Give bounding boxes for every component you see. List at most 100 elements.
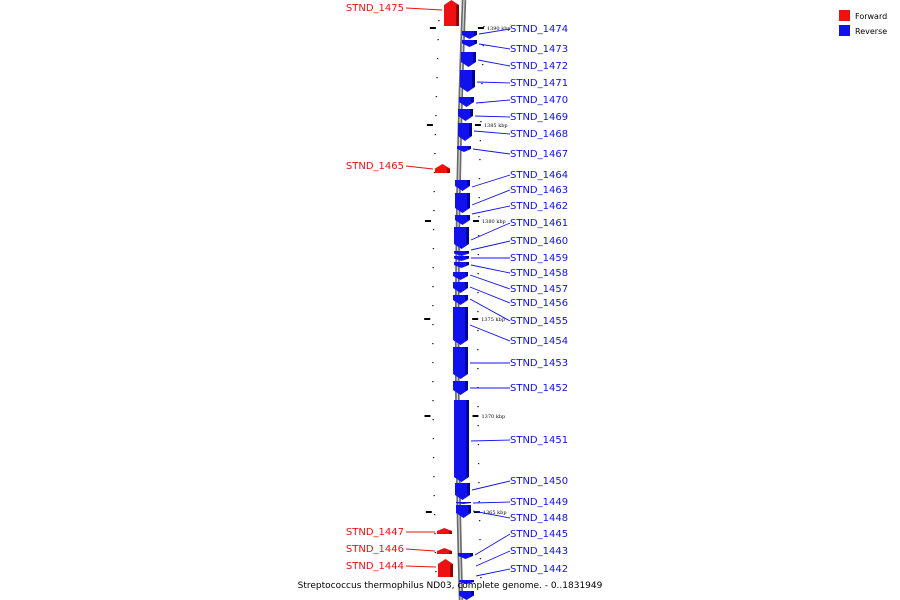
gene-block[interactable] xyxy=(453,282,468,293)
gene-label-stnd-1471[interactable]: STND_1471 xyxy=(510,78,568,89)
gene-feature-stnd-1468[interactable] xyxy=(458,123,472,141)
gene-block[interactable] xyxy=(454,227,469,249)
gene-block[interactable] xyxy=(460,70,475,92)
gene-label-stnd-1467[interactable]: STND_1467 xyxy=(510,149,568,160)
gene-block[interactable] xyxy=(437,548,452,554)
gene-feature-stnd-1470[interactable] xyxy=(459,97,474,107)
gene-block[interactable] xyxy=(455,193,470,213)
gene-label-stnd-1464[interactable]: STND_1464 xyxy=(510,170,568,181)
gene-label-stnd-1451[interactable]: STND_1451 xyxy=(510,435,568,446)
gene-feature-stnd-1444[interactable] xyxy=(438,559,453,577)
gene-feature-stnd-1455[interactable] xyxy=(453,295,468,305)
gene-label-stnd-1457[interactable]: STND_1457 xyxy=(510,284,568,295)
gene-feature-stnd-1465[interactable] xyxy=(435,164,450,173)
gene-label-stnd-1446[interactable]: STND_1446 xyxy=(346,544,404,555)
gene-block[interactable] xyxy=(455,215,470,225)
gene-label-stnd-1459[interactable]: STND_1459 xyxy=(510,253,568,264)
gene-label-stnd-1445[interactable]: STND_1445 xyxy=(510,529,568,540)
gene-label-stnd-1462[interactable]: STND_1462 xyxy=(510,201,568,212)
gene-feature-stnd-1460[interactable] xyxy=(454,251,469,256)
gene-label-stnd-1444[interactable]: STND_1444 xyxy=(346,561,404,572)
gene-block[interactable] xyxy=(455,483,470,500)
gene-block[interactable] xyxy=(454,262,469,268)
gene-label-stnd-1470[interactable]: STND_1470 xyxy=(510,95,568,106)
gene-label-stnd-1460[interactable]: STND_1460 xyxy=(510,236,568,247)
gene-block[interactable] xyxy=(456,505,471,518)
gene-label-stnd-1449[interactable]: STND_1449 xyxy=(510,497,568,508)
gene-feature-stnd-1464[interactable] xyxy=(455,180,470,191)
gene-block[interactable] xyxy=(453,381,468,395)
gene-feature-stnd-1443[interactable] xyxy=(459,580,474,584)
gene-block[interactable] xyxy=(453,307,468,345)
gene-label-stnd-1447[interactable]: STND_1447 xyxy=(346,527,404,538)
gene-block[interactable] xyxy=(457,146,471,152)
gene-feature-stnd-1463[interactable] xyxy=(455,193,470,213)
gene-feature-stnd-1442[interactable] xyxy=(459,591,474,600)
gene-block[interactable] xyxy=(459,97,474,107)
gene-block[interactable] xyxy=(453,295,468,305)
gene-label-stnd-1450[interactable]: STND_1450 xyxy=(510,476,568,487)
gene-block[interactable] xyxy=(458,109,473,121)
gene-feature-stnd-1456[interactable] xyxy=(453,282,468,293)
label-leader-line xyxy=(478,43,511,50)
gene-label-stnd-1475[interactable]: STND_1475 xyxy=(346,3,404,14)
gene-label-stnd-1455[interactable]: STND_1455 xyxy=(510,316,568,327)
gene-feature-stnd-1471[interactable] xyxy=(460,70,475,92)
gene-label-stnd-1469[interactable]: STND_1469 xyxy=(510,112,568,123)
gene-block[interactable] xyxy=(461,52,476,67)
gene-block[interactable] xyxy=(454,256,469,261)
gene-feature-stnd-1449[interactable] xyxy=(456,502,471,504)
gene-block[interactable] xyxy=(462,31,477,39)
gene-label-stnd-1448[interactable]: STND_1448 xyxy=(510,513,568,524)
gene-feature-stnd-1450[interactable] xyxy=(455,483,470,500)
gene-label-stnd-1465[interactable]: STND_1465 xyxy=(346,161,404,172)
gene-block[interactable] xyxy=(437,528,452,534)
gene-feature-stnd-1467[interactable] xyxy=(457,146,471,152)
gene-feature-stnd-1461[interactable] xyxy=(454,227,469,249)
gene-block[interactable] xyxy=(454,400,469,482)
gene-block[interactable] xyxy=(458,123,472,141)
gene-feature-stnd-1472[interactable] xyxy=(461,52,476,67)
gene-feature-stnd-1462[interactable] xyxy=(455,215,470,225)
gene-block[interactable] xyxy=(444,0,459,26)
gene-feature-stnd-1474[interactable] xyxy=(462,31,477,39)
gene-block[interactable] xyxy=(435,164,450,173)
gene-block[interactable] xyxy=(455,180,470,191)
gene-feature-stnd-1454[interactable] xyxy=(453,307,468,345)
gene-label-stnd-1473[interactable]: STND_1473 xyxy=(510,44,568,55)
gene-label-stnd-1463[interactable]: STND_1463 xyxy=(510,185,568,196)
gene-block[interactable] xyxy=(459,580,474,584)
gene-block[interactable] xyxy=(462,40,477,47)
gene-block[interactable] xyxy=(459,591,474,600)
gene-feature-stnd-1447[interactable] xyxy=(437,528,452,534)
gene-label-stnd-1458[interactable]: STND_1458 xyxy=(510,268,568,279)
gene-feature-stnd-1452[interactable] xyxy=(453,381,468,395)
gene-feature-stnd-1469[interactable] xyxy=(458,109,473,121)
gene-label-stnd-1461[interactable]: STND_1461 xyxy=(510,218,568,229)
gene-label-stnd-1468[interactable]: STND_1468 xyxy=(510,129,568,140)
gene-feature-stnd-1448[interactable] xyxy=(456,505,471,518)
gene-block[interactable] xyxy=(456,502,471,504)
gene-feature-stnd-1458[interactable] xyxy=(454,262,469,268)
gene-feature-stnd-1459[interactable] xyxy=(454,256,469,261)
gene-label-stnd-1472[interactable]: STND_1472 xyxy=(510,61,568,72)
gene-block[interactable] xyxy=(438,559,453,577)
gene-label-stnd-1443[interactable]: STND_1443 xyxy=(510,546,568,557)
gene-feature-stnd-1445[interactable] xyxy=(458,553,473,559)
gene-label-stnd-1452[interactable]: STND_1452 xyxy=(510,383,568,394)
gene-feature-stnd-1451[interactable] xyxy=(454,400,469,482)
gene-feature-stnd-1473[interactable] xyxy=(462,40,477,47)
gene-label-stnd-1453[interactable]: STND_1453 xyxy=(510,358,568,369)
gene-label-stnd-1456[interactable]: STND_1456 xyxy=(510,298,568,309)
gene-block[interactable] xyxy=(453,347,468,379)
gene-label-stnd-1454[interactable]: STND_1454 xyxy=(510,336,568,347)
gene-feature-stnd-1457[interactable] xyxy=(453,272,468,280)
gene-label-stnd-1474[interactable]: STND_1474 xyxy=(510,24,568,35)
gene-feature-stnd-1475[interactable] xyxy=(444,0,459,26)
gene-block[interactable] xyxy=(458,553,473,559)
gene-feature-stnd-1446[interactable] xyxy=(437,548,452,554)
gene-block[interactable] xyxy=(453,272,468,280)
gene-label-stnd-1442[interactable]: STND_1442 xyxy=(510,564,568,575)
gene-feature-stnd-1453[interactable] xyxy=(453,347,468,379)
gene-block[interactable] xyxy=(454,251,469,256)
